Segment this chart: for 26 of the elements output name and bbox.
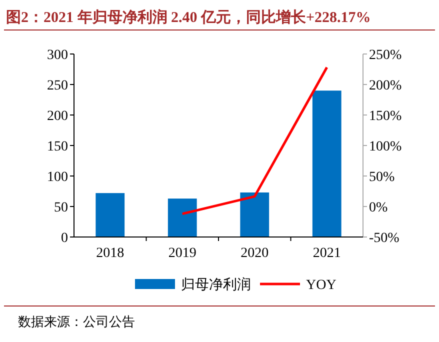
y-tick-label: 300 [47, 48, 68, 63]
y-tick-label: 0 [61, 230, 68, 246]
y2-tick-label: 100% [369, 139, 402, 154]
x-tick-label: 2018 [96, 246, 124, 261]
bar [240, 192, 270, 237]
y2-tick-label: 150% [369, 108, 402, 124]
x-tick-label: 2019 [168, 246, 196, 261]
y2-tick-label: 200% [369, 78, 402, 94]
x-tick-label: 2021 [312, 246, 341, 261]
legend-label: YOY [306, 278, 336, 293]
y-tick-label: 100 [47, 170, 68, 185]
chart-title: 图2：2021 年归母净利润 2.40 亿元，同比增长+228.17% [6, 8, 371, 26]
y2-tick-label: 250% [369, 48, 402, 63]
y-tick-label: 200 [47, 108, 68, 124]
y-tick-label: 250 [47, 78, 68, 94]
bar [168, 198, 197, 237]
x-tick-label: 2020 [240, 246, 269, 261]
y-tick-label: 50 [54, 200, 68, 216]
source-note: 数据来源：公司公告 [18, 315, 135, 330]
y2-tick-label: -50% [369, 230, 400, 246]
y2-tick-label: 0% [369, 200, 388, 216]
bar [96, 193, 125, 237]
legend-label: 归母净利润 [181, 276, 251, 293]
y-tick-label: 150 [47, 139, 68, 154]
y2-tick-label: 50% [369, 170, 395, 185]
bar [312, 90, 342, 237]
